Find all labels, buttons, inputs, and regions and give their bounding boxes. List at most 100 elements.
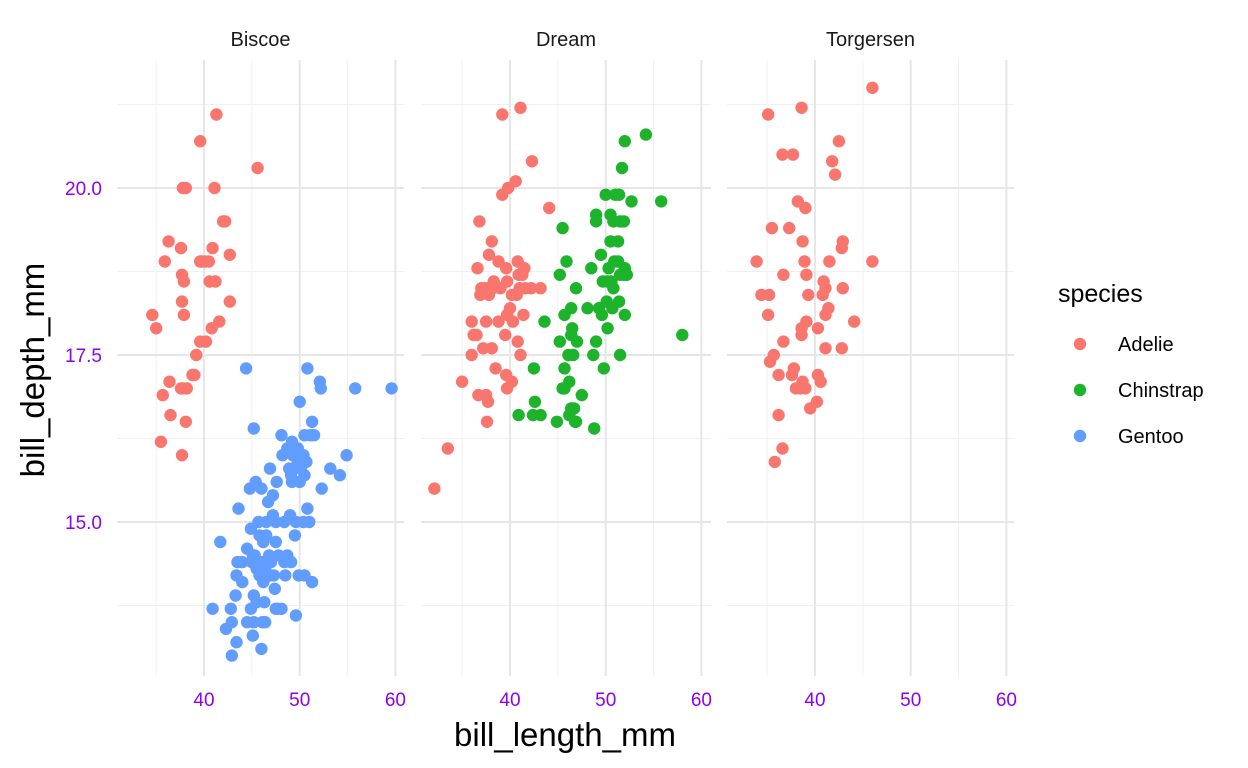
data-point bbox=[225, 649, 238, 662]
data-point bbox=[236, 555, 249, 569]
facet-strip-label: Biscoe bbox=[230, 29, 290, 51]
data-point bbox=[301, 362, 314, 375]
data-point bbox=[786, 148, 800, 161]
data-point bbox=[485, 235, 498, 248]
data-point bbox=[224, 602, 237, 615]
data-point bbox=[601, 322, 614, 335]
data-point bbox=[612, 188, 626, 201]
data-point bbox=[819, 342, 832, 355]
data-point bbox=[866, 255, 879, 268]
data-point bbox=[229, 589, 242, 602]
data-point bbox=[589, 335, 603, 348]
data-point bbox=[261, 495, 275, 509]
x-tick-label: 40 bbox=[193, 690, 214, 711]
data-point bbox=[525, 155, 539, 168]
data-point bbox=[288, 529, 302, 542]
data-point bbox=[625, 195, 638, 208]
data-point bbox=[617, 215, 631, 228]
data-point bbox=[553, 268, 566, 281]
data-point bbox=[243, 482, 257, 495]
data-point bbox=[177, 308, 191, 322]
data-point bbox=[174, 241, 188, 255]
data-point bbox=[158, 255, 171, 268]
data-point bbox=[246, 629, 259, 642]
data-point bbox=[676, 328, 689, 342]
data-point bbox=[177, 275, 191, 288]
data-point bbox=[223, 248, 236, 261]
data-point bbox=[270, 475, 283, 489]
data-point bbox=[835, 342, 848, 355]
data-point bbox=[240, 616, 254, 629]
data-point bbox=[496, 188, 509, 201]
facet-panel-torgersen: Torgersen 40 50 60 bbox=[727, 29, 1017, 711]
data-point bbox=[750, 255, 763, 268]
data-point bbox=[596, 275, 609, 288]
data-point bbox=[179, 181, 192, 195]
data-point bbox=[496, 108, 509, 121]
data-point bbox=[785, 368, 799, 382]
facet-strip-label: Torgersen bbox=[826, 29, 915, 51]
data-point bbox=[236, 575, 249, 589]
data-point bbox=[314, 382, 327, 395]
data-point bbox=[589, 215, 603, 228]
data-point bbox=[512, 268, 525, 281]
data-point bbox=[514, 348, 527, 362]
data-point bbox=[768, 455, 781, 469]
series-gentoo bbox=[206, 362, 398, 662]
data-point bbox=[471, 262, 484, 275]
data-point bbox=[255, 482, 268, 495]
legend-key bbox=[1073, 429, 1087, 443]
x-tick-label: 50 bbox=[595, 690, 616, 711]
data-point bbox=[455, 375, 469, 388]
data-point bbox=[289, 609, 303, 622]
data-point bbox=[206, 602, 219, 615]
data-point bbox=[307, 429, 321, 442]
data-point bbox=[592, 302, 606, 315]
data-point bbox=[517, 308, 530, 322]
data-point bbox=[615, 161, 629, 175]
data-point bbox=[480, 415, 494, 428]
data-point bbox=[315, 482, 328, 495]
facet-strip-label: Dream bbox=[536, 29, 596, 51]
data-point bbox=[819, 308, 832, 322]
data-point bbox=[465, 315, 478, 328]
data-point bbox=[174, 382, 188, 395]
data-point bbox=[257, 575, 270, 589]
data-point bbox=[500, 262, 513, 275]
data-point bbox=[385, 382, 398, 395]
data-point bbox=[567, 348, 580, 362]
data-point bbox=[194, 255, 208, 268]
legend-label: Chinstrap bbox=[1118, 380, 1204, 402]
data-point bbox=[209, 275, 222, 288]
data-point bbox=[798, 255, 811, 268]
data-point bbox=[799, 201, 812, 215]
series-chinstrap bbox=[512, 128, 689, 435]
data-point bbox=[776, 442, 789, 455]
data-point bbox=[485, 342, 498, 355]
series-adelie bbox=[428, 101, 556, 495]
data-point bbox=[795, 101, 808, 115]
data-point bbox=[527, 362, 541, 375]
data-point bbox=[514, 101, 527, 115]
data-point bbox=[639, 128, 653, 141]
data-point bbox=[866, 81, 879, 95]
legend-title: species bbox=[1058, 280, 1143, 308]
data-point bbox=[553, 335, 566, 348]
data-point bbox=[230, 636, 243, 649]
data-point bbox=[795, 328, 808, 342]
x-tick-label: 50 bbox=[900, 690, 921, 711]
data-point bbox=[761, 308, 775, 322]
legend-key bbox=[1073, 383, 1087, 397]
data-point bbox=[613, 348, 627, 362]
data-point bbox=[558, 362, 571, 375]
data-point bbox=[146, 308, 159, 322]
data-point bbox=[560, 255, 573, 268]
data-point bbox=[269, 515, 282, 529]
legend-key bbox=[1073, 337, 1087, 351]
data-point bbox=[179, 415, 192, 428]
data-point bbox=[618, 135, 631, 148]
data-point bbox=[783, 221, 796, 235]
data-point bbox=[810, 395, 824, 408]
data-point bbox=[219, 622, 233, 636]
